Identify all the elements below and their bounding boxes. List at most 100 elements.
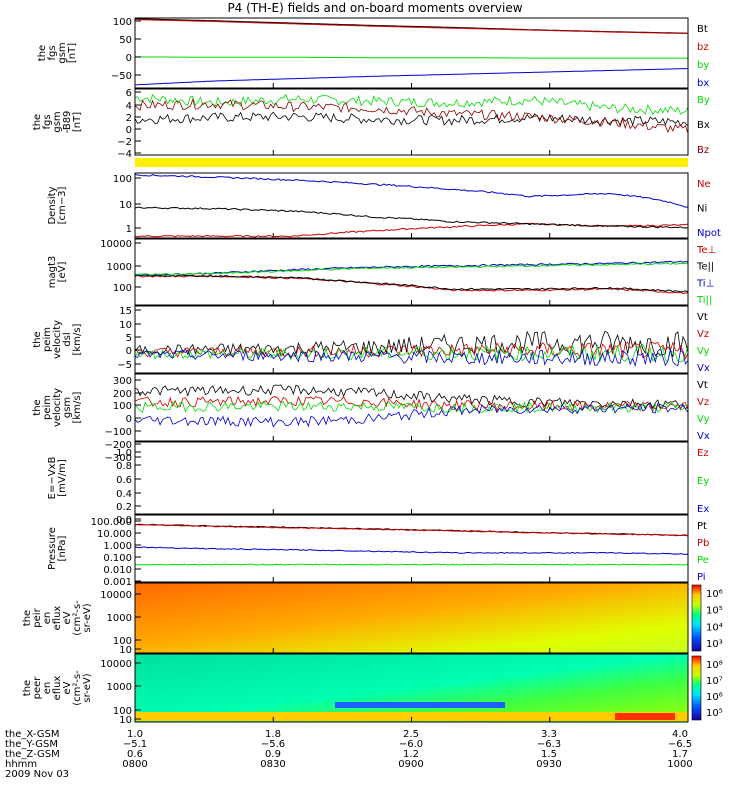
series-bx-line <box>134 68 688 86</box>
x-axis-value: 1.0 <box>127 729 143 740</box>
y-tick-label: 0.0 <box>116 515 132 526</box>
legend-Ey: Ey <box>697 476 709 487</box>
x-axis-value: 3.3 <box>541 729 557 740</box>
legend-Vt: Vt <box>697 380 708 391</box>
y-axis-label: gsm <box>57 42 68 63</box>
y-axis-label: [mV/m] <box>57 459 68 497</box>
y-axis-label: eflux <box>52 676 63 701</box>
y-tick-label: −300 <box>105 453 132 464</box>
y-axis-label: sr-eV) <box>82 603 93 632</box>
y-axis-label: en <box>42 682 53 695</box>
colorbar-10 <box>691 655 702 721</box>
y-tick-label: 0.8 <box>116 461 132 472</box>
bottom-energy-hot <box>615 713 675 720</box>
colorbar-tick: 10⁵ <box>706 708 723 719</box>
legend-By: By <box>697 95 710 106</box>
y-axis-label: [nT] <box>67 43 78 63</box>
x-axis-value: 1.7 <box>672 749 688 760</box>
legend-Vz: Vz <box>697 329 709 340</box>
y-tick-label: 4 <box>126 101 132 112</box>
y-tick-label: 100 <box>113 174 132 185</box>
y-tick-label: 10000 <box>100 590 132 601</box>
legend-Ez: Ez <box>697 448 709 459</box>
y-tick-label: 0.001 <box>103 577 132 588</box>
y-axis-label: peer <box>32 676 43 700</box>
x-axis-value: 1000 <box>667 759 692 770</box>
series-Vt-line <box>134 384 689 410</box>
legend-Vy: Vy <box>697 346 710 357</box>
legend-bx: bx <box>697 78 709 89</box>
x-axis-value: 0.6 <box>127 749 143 760</box>
y-tick-label: 1000 <box>107 262 132 273</box>
y-axis-label: the <box>37 45 48 61</box>
y-tick-label: 100 <box>113 401 132 412</box>
y-axis-label: eV <box>62 681 73 694</box>
y-axis-label: [km/s] <box>72 391 83 423</box>
x-axis-value: 1.2 <box>403 749 419 760</box>
spectrogram-9 <box>135 583 688 653</box>
x-axis-value: 1.5 <box>541 749 557 760</box>
spectrogram-10 <box>135 654 688 722</box>
series-Vy-line <box>134 400 689 414</box>
y-tick-label: 1.0 <box>116 448 132 459</box>
panel-3 <box>134 172 689 239</box>
y-axis-label: fgs <box>42 114 53 129</box>
y-tick-label: 1.000 <box>103 541 132 552</box>
y-tick-label: −2 <box>117 137 132 148</box>
x-axis-value: 4.0 <box>672 729 688 740</box>
series-Bz-line <box>134 98 689 134</box>
colorbar-tick: 10⁶ <box>706 692 723 703</box>
x-axis-row-label: the_X-GSM <box>5 729 59 740</box>
series-Ni-line <box>134 206 689 229</box>
legend-Vx: Vx <box>697 363 710 374</box>
y-axis-label: [nT] <box>72 112 83 132</box>
legend-Vt: Vt <box>697 312 708 323</box>
colorbar-tick: 10⁴ <box>706 622 723 633</box>
y-axis-label: [cm−3] <box>57 187 68 225</box>
panel-2 <box>134 88 689 156</box>
x-axis-value: 2.5 <box>403 729 419 740</box>
y-axis-label: the <box>22 680 33 696</box>
legend-Vx: Vx <box>697 431 710 442</box>
x-axis-value: 0900 <box>398 759 423 770</box>
series-bz-line <box>135 19 689 35</box>
series-Pb-line <box>134 524 689 537</box>
legend-Ne: Ne <box>697 179 711 190</box>
y-axis-label: (cm²-s- <box>72 600 83 636</box>
y-tick-label: −5 <box>117 360 132 371</box>
legend-Ex: Ex <box>697 504 709 515</box>
panel-10 <box>134 653 702 723</box>
y-axis-label: gsm <box>52 111 63 132</box>
y-tick-label: −100 <box>105 427 132 438</box>
y-tick-label: 0.010 <box>103 565 132 576</box>
x-axis-value: 0930 <box>536 759 561 770</box>
y-tick-label: 1 <box>126 224 132 235</box>
series-Te||-line <box>134 274 689 293</box>
y-tick-label: 100 <box>113 636 132 647</box>
x-axis-value: 0830 <box>260 759 285 770</box>
colorbar-tick: 10⁷ <box>706 676 723 687</box>
colorbar-tick: 10³ <box>706 639 723 650</box>
y-axis-label: eV <box>62 611 73 624</box>
y-axis-label: en <box>42 612 53 625</box>
y-axis-label: -B89 <box>62 111 73 134</box>
colorbar-9 <box>691 584 702 652</box>
series-Vt-line <box>134 330 689 358</box>
y-axis-label: the <box>32 114 43 130</box>
y-tick-label: 0.2 <box>116 502 132 513</box>
y-tick-label: 0 <box>126 414 132 425</box>
legend-Vz: Vz <box>697 397 709 408</box>
y-axis-label: peir <box>32 607 43 627</box>
x-axis-value: −6.3 <box>537 739 561 750</box>
y-axis-label: velocity <box>52 388 63 427</box>
legend-Ni: Ni <box>697 204 707 215</box>
legend-Pt: Pt <box>697 521 707 532</box>
legend-Pi: Pi <box>697 572 706 583</box>
legend-Bz: Bz <box>697 145 709 156</box>
y-tick-label: 0.4 <box>116 489 132 500</box>
y-axis-label: peim <box>42 395 53 420</box>
y-axis-label: peim <box>42 327 53 352</box>
y-axis-label: the <box>22 610 33 626</box>
x-axis-value: 0800 <box>122 759 147 770</box>
y-axis-label: [eV] <box>57 262 68 283</box>
